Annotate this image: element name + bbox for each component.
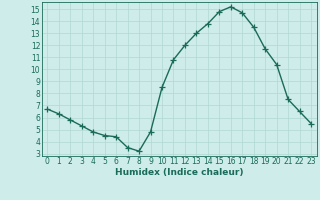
X-axis label: Humidex (Indice chaleur): Humidex (Indice chaleur)	[115, 168, 244, 177]
